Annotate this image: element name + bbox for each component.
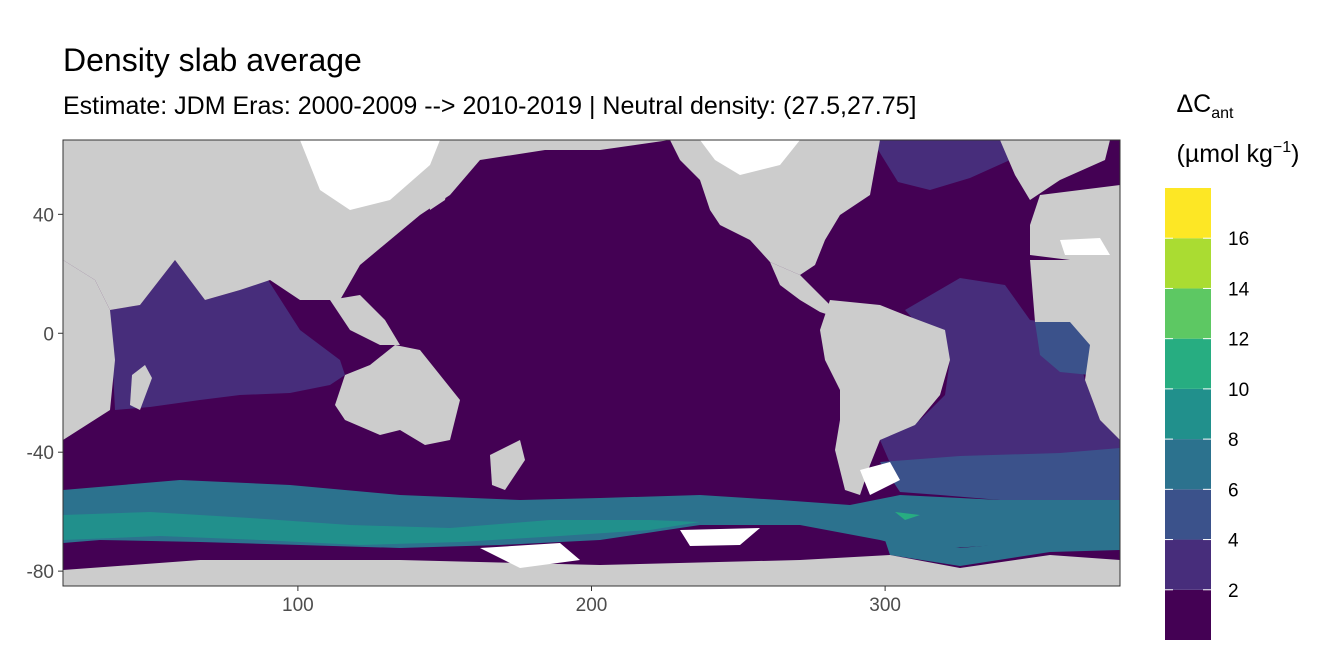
gulf-of-guinea-region bbox=[1035, 320, 1090, 375]
legend-color-bin bbox=[1165, 338, 1211, 389]
legend-label: 8 bbox=[1228, 430, 1239, 451]
no-data-areas bbox=[300, 140, 1110, 568]
legend-label: 12 bbox=[1228, 330, 1249, 351]
land bbox=[63, 140, 1120, 586]
land-central-america bbox=[770, 262, 838, 318]
legend-label: 14 bbox=[1228, 279, 1250, 300]
land-north-america bbox=[670, 140, 880, 275]
legend-color-bin bbox=[1165, 589, 1211, 640]
y-tick-label: 40 bbox=[33, 205, 54, 226]
map-title: Density slab average bbox=[63, 42, 362, 78]
land-antarctica bbox=[63, 555, 1120, 586]
land-japan bbox=[425, 175, 450, 210]
legend-color-bin bbox=[1165, 489, 1211, 540]
legend-unit: (µmol kg−1) bbox=[1177, 139, 1300, 168]
land-australia bbox=[335, 345, 460, 445]
legend-color-bin bbox=[1165, 539, 1211, 590]
land-europe bbox=[1030, 185, 1120, 290]
indian-ocean-region bbox=[110, 260, 345, 410]
southern-atlantic-band bbox=[880, 448, 1120, 500]
legend-label: 2 bbox=[1228, 581, 1239, 602]
no-data-shelf-east bbox=[680, 528, 760, 546]
land-south-america bbox=[820, 300, 950, 495]
legend-title: ΔCant bbox=[1176, 90, 1234, 122]
x-tick-label: 300 bbox=[869, 595, 901, 616]
no-data-arctic-asia bbox=[300, 140, 440, 210]
land-africa-east bbox=[1030, 260, 1120, 440]
land-greenland bbox=[1000, 140, 1110, 200]
map-panel bbox=[62, 139, 1121, 587]
y-tick-label: -40 bbox=[27, 443, 54, 464]
legend-color-bin bbox=[1165, 388, 1211, 440]
green-patch bbox=[895, 512, 920, 520]
legend-label: 4 bbox=[1228, 531, 1239, 552]
land-eurasia bbox=[63, 140, 670, 310]
legend-color-bin bbox=[1165, 188, 1211, 239]
legend-label: 16 bbox=[1228, 229, 1249, 250]
no-data-patagonia bbox=[860, 462, 900, 495]
legend-label: 6 bbox=[1228, 480, 1239, 501]
no-data-ross-sea bbox=[480, 543, 580, 568]
antarctic-margin bbox=[63, 512, 700, 545]
land-indonesia bbox=[330, 295, 400, 345]
land-africa bbox=[63, 260, 115, 440]
x-tick-label: 100 bbox=[282, 595, 314, 616]
y-tick-label: 0 bbox=[43, 324, 54, 345]
no-data-mediterranean bbox=[1060, 238, 1110, 255]
legend-color-bin bbox=[1165, 288, 1211, 339]
no-data-arctic-america bbox=[700, 140, 800, 175]
legend: ΔCant (µmol kg−1) 16 14 12 10 8 6 4 2 bbox=[1165, 90, 1299, 640]
map-subtitle: Estimate: JDM Eras: 2000-2009 --> 2010-2… bbox=[63, 92, 917, 120]
land-new-zealand bbox=[490, 440, 525, 490]
y-tick-label: -80 bbox=[27, 562, 54, 583]
land-madagascar bbox=[130, 365, 152, 410]
legend-color-bin bbox=[1165, 439, 1211, 490]
north-atlantic-region bbox=[872, 140, 1010, 190]
legend-label: 10 bbox=[1228, 380, 1249, 401]
legend-color-bin bbox=[1165, 238, 1211, 289]
x-tick-label: 200 bbox=[576, 595, 608, 616]
weddell-region bbox=[885, 538, 1120, 566]
